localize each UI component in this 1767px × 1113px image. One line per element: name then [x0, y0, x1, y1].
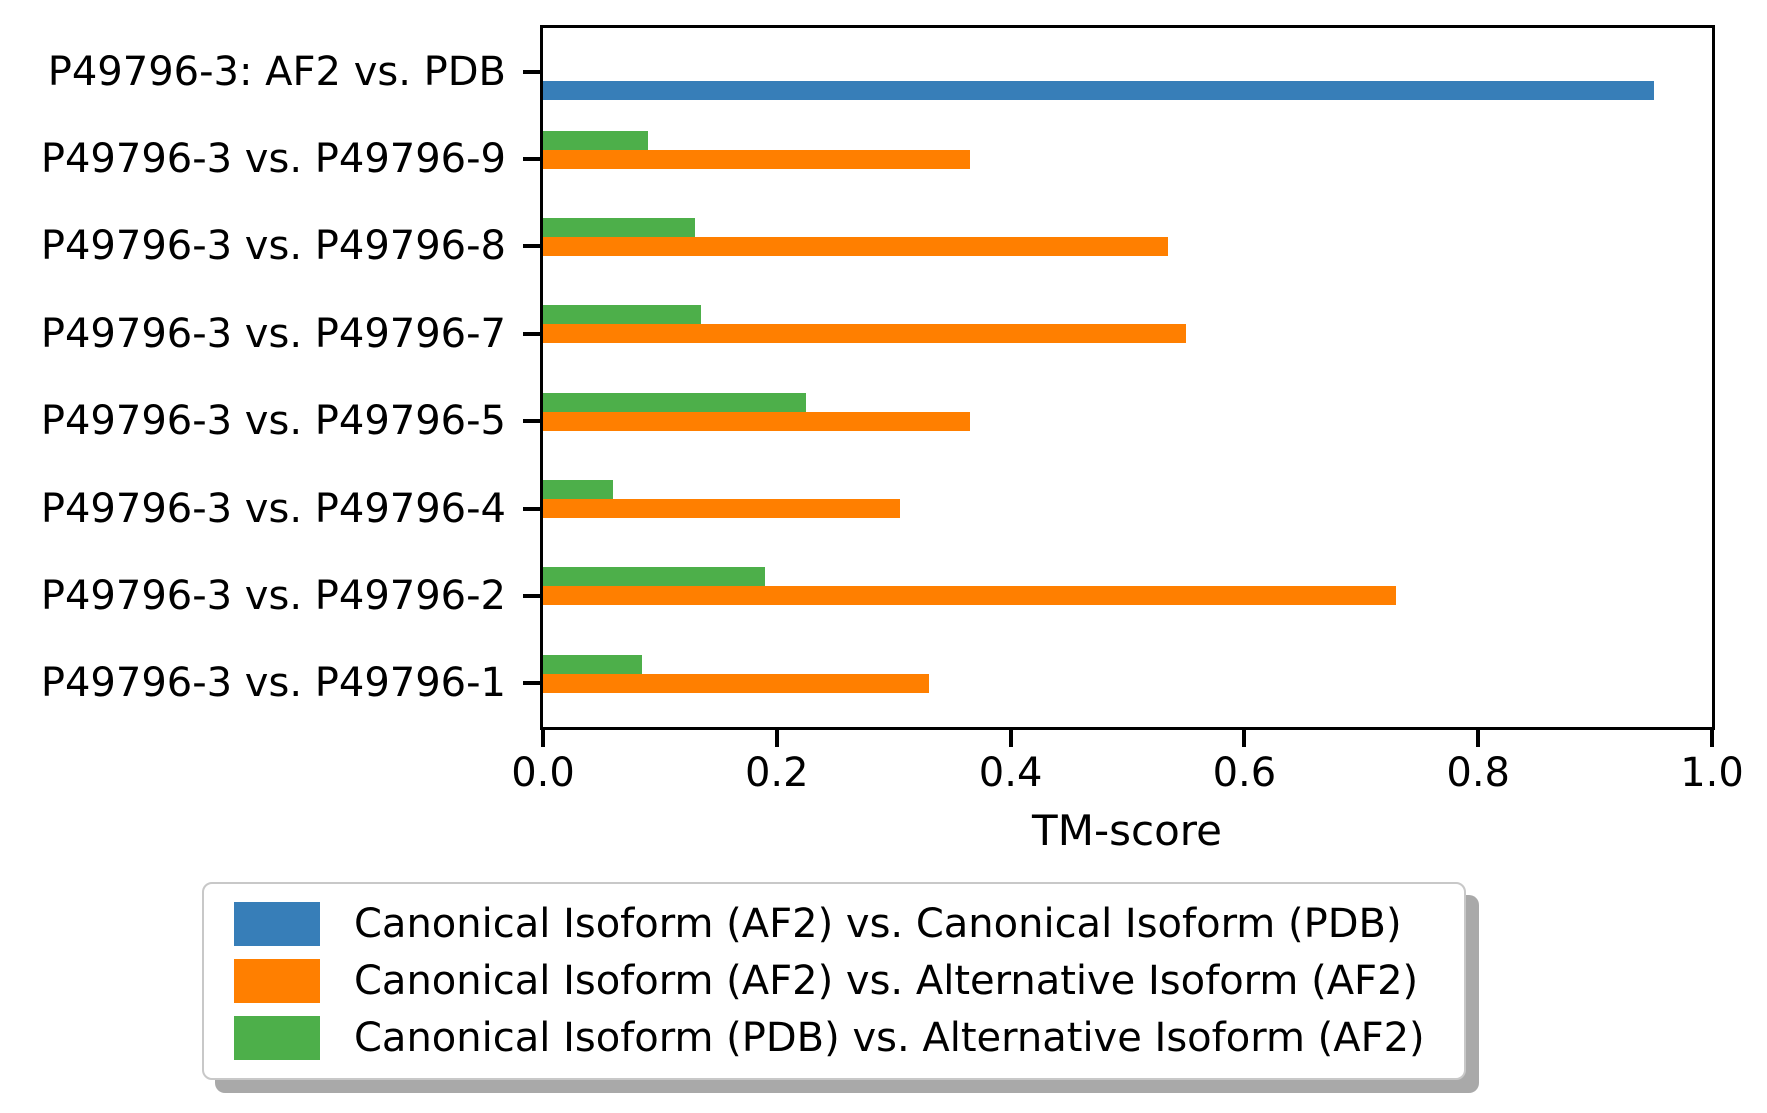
- bar-row: [543, 28, 1712, 115]
- legend-item-canonical-af2-vs-canonical-pdb: Canonical Isoform (AF2) vs. Canonical Is…: [234, 901, 1454, 947]
- bar-canonical-pdb-vs-alternative-af2: [543, 392, 807, 412]
- y-tick-label: P49796-3 vs. P49796-8: [40, 223, 506, 270]
- legend-label: Canonical Isoform (PDB) vs. Alternative …: [354, 1015, 1425, 1061]
- bar-canonical-pdb-vs-alternative-af2: [543, 480, 614, 500]
- y-tick-label: P49796-3 vs. P49796-4: [40, 485, 506, 532]
- legend-swatch-canonical-af2-vs-alternative-af2: [234, 959, 320, 1003]
- plot-area: [540, 25, 1715, 730]
- bar-canonical-af2-vs-canonical-pdb: [543, 81, 1654, 101]
- y-tick-mark: [523, 593, 540, 598]
- x-tick-label: 1.0: [1680, 750, 1744, 796]
- x-tick-mark: [774, 730, 779, 747]
- bar-row: [543, 290, 1712, 377]
- bar-canonical-af2-vs-alternative-af2: [543, 411, 970, 431]
- x-tick-label: 0.8: [1446, 750, 1510, 796]
- bar-row: [543, 115, 1712, 202]
- y-tick-label: P49796-3 vs. P49796-9: [40, 136, 506, 183]
- bar-canonical-af2-vs-alternative-af2: [543, 673, 929, 693]
- x-tick-mark: [1710, 730, 1714, 747]
- bar-canonical-pdb-vs-alternative-af2: [543, 305, 701, 325]
- y-tick-mark: [523, 244, 540, 249]
- bar-row: [543, 465, 1712, 552]
- x-tick-mark: [1242, 730, 1247, 747]
- x-tick-label: 0.2: [744, 750, 809, 796]
- x-tick-mark: [541, 730, 545, 747]
- bar-canonical-pdb-vs-alternative-af2: [543, 130, 649, 150]
- x-tick-label: 0.6: [1212, 750, 1277, 796]
- y-tick-mark: [523, 506, 540, 511]
- y-tick-label: P49796-3: AF2 vs. PDB: [47, 48, 506, 95]
- bar-row: [543, 203, 1712, 290]
- y-tick-mark: [523, 681, 540, 686]
- y-tick-label: P49796-3 vs. P49796-7: [40, 310, 506, 357]
- bar-canonical-pdb-vs-alternative-af2: [543, 654, 643, 674]
- y-tick-mark: [523, 331, 540, 336]
- x-axis-title: TM-score: [1032, 806, 1222, 855]
- legend-label: Canonical Isoform (AF2) vs. Canonical Is…: [354, 901, 1402, 947]
- x-tick-mark: [1008, 730, 1013, 747]
- bar-row: [543, 640, 1712, 727]
- bar-canonical-af2-vs-alternative-af2: [543, 586, 1397, 606]
- bar-canonical-af2-vs-alternative-af2: [543, 149, 970, 169]
- legend-label: Canonical Isoform (AF2) vs. Alternative …: [354, 958, 1419, 1004]
- legend-swatch-canonical-pdb-vs-alternative-af2: [234, 1016, 320, 1060]
- legend-swatch-canonical-af2-vs-canonical-pdb: [234, 902, 320, 946]
- bar-canonical-pdb-vs-alternative-af2: [543, 217, 695, 237]
- x-tick-label: 0.4: [978, 750, 1043, 796]
- bar-canonical-af2-vs-alternative-af2: [543, 324, 1186, 344]
- bar-canonical-af2-vs-alternative-af2: [543, 499, 900, 519]
- y-tick-label: P49796-3 vs. P49796-5: [40, 398, 506, 445]
- y-tick-label: P49796-3 vs. P49796-2: [40, 572, 506, 619]
- y-tick-mark: [523, 69, 540, 74]
- legend-item-canonical-af2-vs-alternative-af2: Canonical Isoform (AF2) vs. Alternative …: [234, 958, 1454, 1004]
- legend-item-canonical-pdb-vs-alternative-af2: Canonical Isoform (PDB) vs. Alternative …: [234, 1015, 1454, 1061]
- y-tick-mark: [523, 419, 540, 424]
- bar-canonical-af2-vs-alternative-af2: [543, 236, 1169, 256]
- x-tick-mark: [1476, 730, 1481, 747]
- legend-box: Canonical Isoform (AF2) vs. Canonical Is…: [202, 882, 1466, 1080]
- y-tick-label: P49796-3 vs. P49796-1: [40, 660, 506, 707]
- bar-row: [543, 378, 1712, 465]
- x-tick-label: 0.0: [511, 750, 575, 796]
- bar-canonical-pdb-vs-alternative-af2: [543, 567, 766, 587]
- y-tick-mark: [523, 157, 540, 162]
- bar-row: [543, 552, 1712, 639]
